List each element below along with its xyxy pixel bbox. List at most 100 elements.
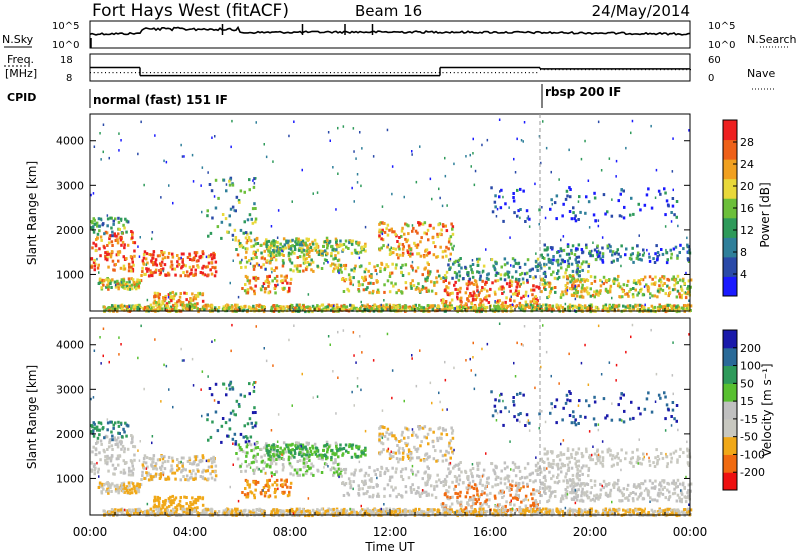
power-cell: [417, 221, 420, 225]
velocity-cell: [253, 406, 256, 410]
power-cell: [145, 263, 148, 266]
power-cell: [264, 280, 267, 284]
power-cell: [638, 282, 642, 286]
power-cell: [154, 268, 158, 272]
power-cell: [580, 262, 584, 266]
power-cell: [559, 295, 563, 299]
power-cell: [544, 216, 547, 220]
velocity-cell: [264, 484, 267, 488]
velocity-cell: [117, 463, 120, 467]
velocity-cell: [264, 444, 267, 448]
power-cell: [243, 289, 247, 293]
power-cell: [364, 225, 367, 229]
power-cell: [381, 232, 384, 236]
power-cell: [331, 244, 334, 248]
power-cell: [314, 248, 318, 252]
power-cell: [415, 286, 419, 289]
velocity-cell: [451, 450, 454, 454]
power-cell: [661, 252, 665, 256]
power-cell: [100, 278, 103, 282]
power-cell: [491, 308, 494, 312]
power-cell: [617, 199, 620, 203]
power-cell: [398, 247, 401, 251]
power-cell: [459, 286, 462, 290]
power-cell: [191, 303, 194, 307]
power-cell: [254, 284, 257, 288]
power-cell: [620, 188, 623, 192]
velocity-cell: [212, 458, 216, 462]
velocity-cell: [299, 451, 302, 454]
velocity-cell: [252, 460, 255, 464]
velocity-cell: [125, 485, 129, 489]
power-cell: [207, 234, 210, 238]
power-cell: [166, 255, 170, 259]
velocity-cell: [107, 491, 110, 495]
power-cell: [399, 266, 403, 270]
power-cell: [188, 300, 191, 304]
velocity-cell: [244, 451, 248, 455]
power-cell: [334, 263, 337, 267]
power-cell: [594, 219, 597, 223]
power-cell: [656, 254, 659, 258]
power-cell: [477, 306, 481, 310]
power-cell: [558, 178, 560, 181]
velocity-cell: [471, 502, 475, 506]
power-cell: [518, 265, 522, 269]
power-cell: [547, 295, 551, 299]
power-cell: [585, 195, 588, 199]
power-cell: [171, 267, 174, 271]
velocity-cell: [472, 494, 475, 498]
velocity-cell: [421, 477, 424, 481]
power-cell: [276, 236, 279, 239]
velocity-cell: [364, 479, 367, 483]
power-cell: [469, 292, 472, 295]
power-cell: [164, 273, 168, 277]
power-cell: [105, 285, 108, 289]
velocity-cell: [344, 471, 347, 475]
power-cell: [370, 274, 373, 278]
power-cell: [329, 308, 333, 312]
power-cell: [253, 289, 256, 293]
power-cell: [575, 261, 578, 264]
power-cell: [383, 268, 386, 272]
power-cell: [116, 281, 119, 285]
power-cell: [251, 207, 255, 211]
power-cell: [468, 294, 471, 298]
power-cell: [599, 257, 602, 261]
nave-dot: [633, 69, 635, 71]
power-cell: [561, 214, 564, 218]
power-cell: [482, 303, 485, 307]
velocity-cell: [106, 457, 109, 460]
power-cell: [250, 217, 253, 221]
power-cell: [300, 306, 303, 310]
power-cell: [586, 290, 589, 294]
power-cell: [188, 265, 192, 269]
power-cell: [508, 285, 511, 288]
power-cell: [577, 303, 581, 307]
power-cell: [455, 272, 458, 276]
power-cell: [246, 239, 249, 243]
power-cell: [323, 262, 325, 265]
power-cell: [458, 297, 461, 301]
velocity-cell: [213, 460, 216, 464]
power-cell: [221, 213, 225, 216]
power-cell: [638, 257, 642, 261]
power-cell: [381, 205, 384, 208]
power-cell: [639, 303, 642, 307]
power-cell: [647, 307, 650, 310]
power-cell: [163, 251, 166, 255]
power-cell: [540, 253, 543, 257]
power-cell: [288, 134, 290, 138]
nave-dot: [352, 72, 354, 74]
velocity-cell: [136, 482, 139, 486]
velocity-cell: [453, 487, 456, 491]
power-cell: [668, 290, 672, 294]
velocity-cell: [90, 461, 94, 465]
power-cell: [293, 251, 296, 255]
power-cell: [429, 177, 432, 181]
velocity-cell: [244, 469, 247, 473]
nave-dot: [611, 69, 613, 71]
power-cell: [638, 234, 640, 237]
power-cell: [100, 158, 102, 161]
power-cell: [291, 306, 294, 309]
